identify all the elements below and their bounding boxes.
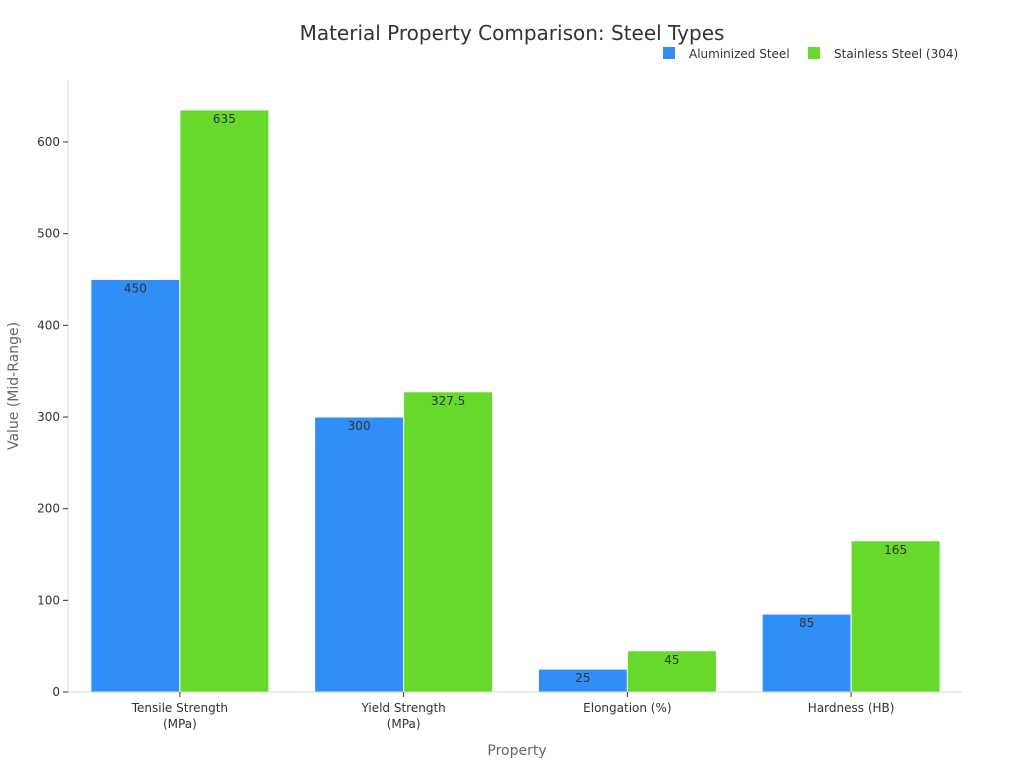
bar-stainless xyxy=(626,650,717,693)
bar-stainless xyxy=(403,391,494,693)
legend-label-aluminized: Aluminized Steel xyxy=(689,47,790,61)
legend: Aluminized Steel Stainless Steel (304) xyxy=(663,47,958,61)
y-tick-label: 300 xyxy=(37,410,60,424)
bar-value-label: 45 xyxy=(664,653,679,667)
y-tick-label: 0 xyxy=(52,685,60,699)
y-tick-label: 200 xyxy=(37,502,60,516)
bar-stainless xyxy=(850,540,941,693)
bar-value-label: 85 xyxy=(799,616,814,630)
x-ticks-group: Tensile Strength (MPa) Yield Strength (MPa)… xyxy=(131,692,895,731)
x-tick-label: Tensile Strength (MPa) xyxy=(131,701,228,731)
bar-aluminized xyxy=(90,279,181,693)
bar-value-label: 635 xyxy=(213,112,236,126)
x-axis-label: Property xyxy=(487,743,546,759)
bar-stainless xyxy=(179,109,270,693)
bar-aluminized xyxy=(761,613,852,693)
bar-value-label: 450 xyxy=(124,282,147,296)
y-tick-label: 400 xyxy=(37,318,60,332)
y-tick-label: 100 xyxy=(37,593,60,607)
x-tick-label: Elongation (%) xyxy=(583,701,671,715)
bar-labels-group: 450 635 300 327.5 25 45 85 165 xyxy=(124,112,907,685)
y-axis-label: Value (Mid-Range) xyxy=(6,322,22,450)
y-tick-label: 600 xyxy=(37,135,60,149)
bar-value-label: 25 xyxy=(575,671,590,685)
legend-label-stainless: Stainless Steel (304) xyxy=(834,47,958,61)
bar-value-label: 327.5 xyxy=(431,394,465,408)
y-ticks-group: 0 100 200 300 400 500 600 xyxy=(37,135,68,699)
bar-value-label: 165 xyxy=(884,543,907,557)
bar-aluminized xyxy=(314,416,405,693)
bar-value-label: 300 xyxy=(348,419,371,433)
chart-title: Material Property Comparison: Steel Type… xyxy=(300,21,725,45)
legend-swatch-stainless xyxy=(808,47,820,59)
legend-swatch-aluminized xyxy=(663,47,675,59)
bars-group xyxy=(90,109,941,693)
x-tick-label: Yield Strength (MPa) xyxy=(360,701,445,731)
x-tick-label: Hardness (HB) xyxy=(808,701,895,715)
y-tick-label: 500 xyxy=(37,227,60,241)
